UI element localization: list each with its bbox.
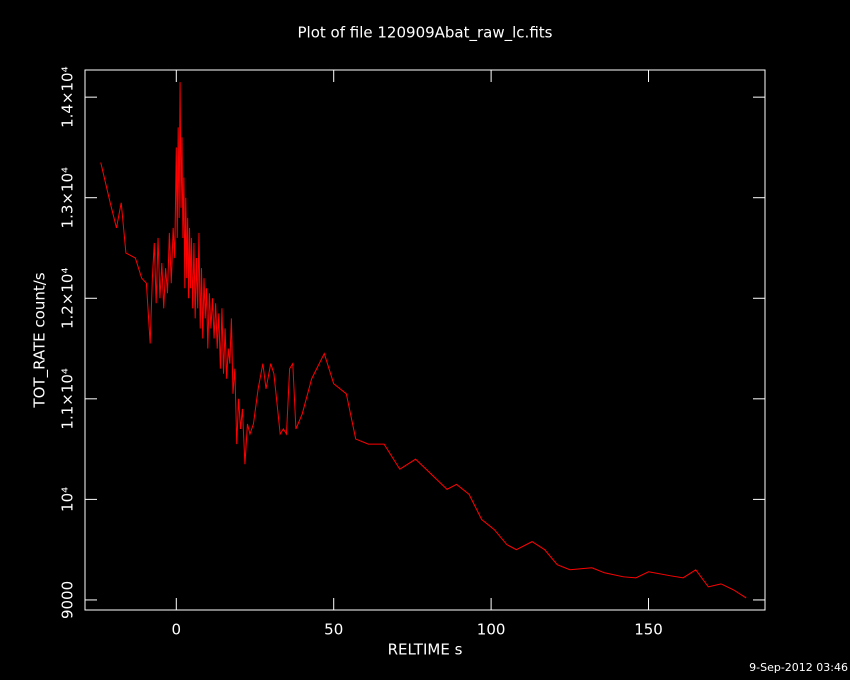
y-tick-label: 10⁴ [59,487,77,512]
chart-title: Plot of file 120909Abat_raw_lc.fits [298,24,553,43]
timestamp: 9-Sep-2012 03:46 [749,661,848,674]
y-tick-label: 1.3×10⁴ [59,167,77,229]
y-axis-label: TOT_RATE count/s [31,272,50,408]
x-axis-label: RELTIME s [388,641,463,659]
x-tick-label: 100 [477,621,506,639]
light-curve [100,82,747,599]
y-tick-label: 1.1×10⁴ [59,368,77,430]
x-tick-label: 50 [324,621,343,639]
x-tick-label: 150 [634,621,663,639]
y-tick-label: 1.2×10⁴ [59,268,77,330]
y-tick-label: 9000 [59,581,77,619]
x-tick-label: 0 [172,621,182,639]
plot-frame [84,69,766,611]
y-tick-label: 1.4×10⁴ [59,66,77,128]
